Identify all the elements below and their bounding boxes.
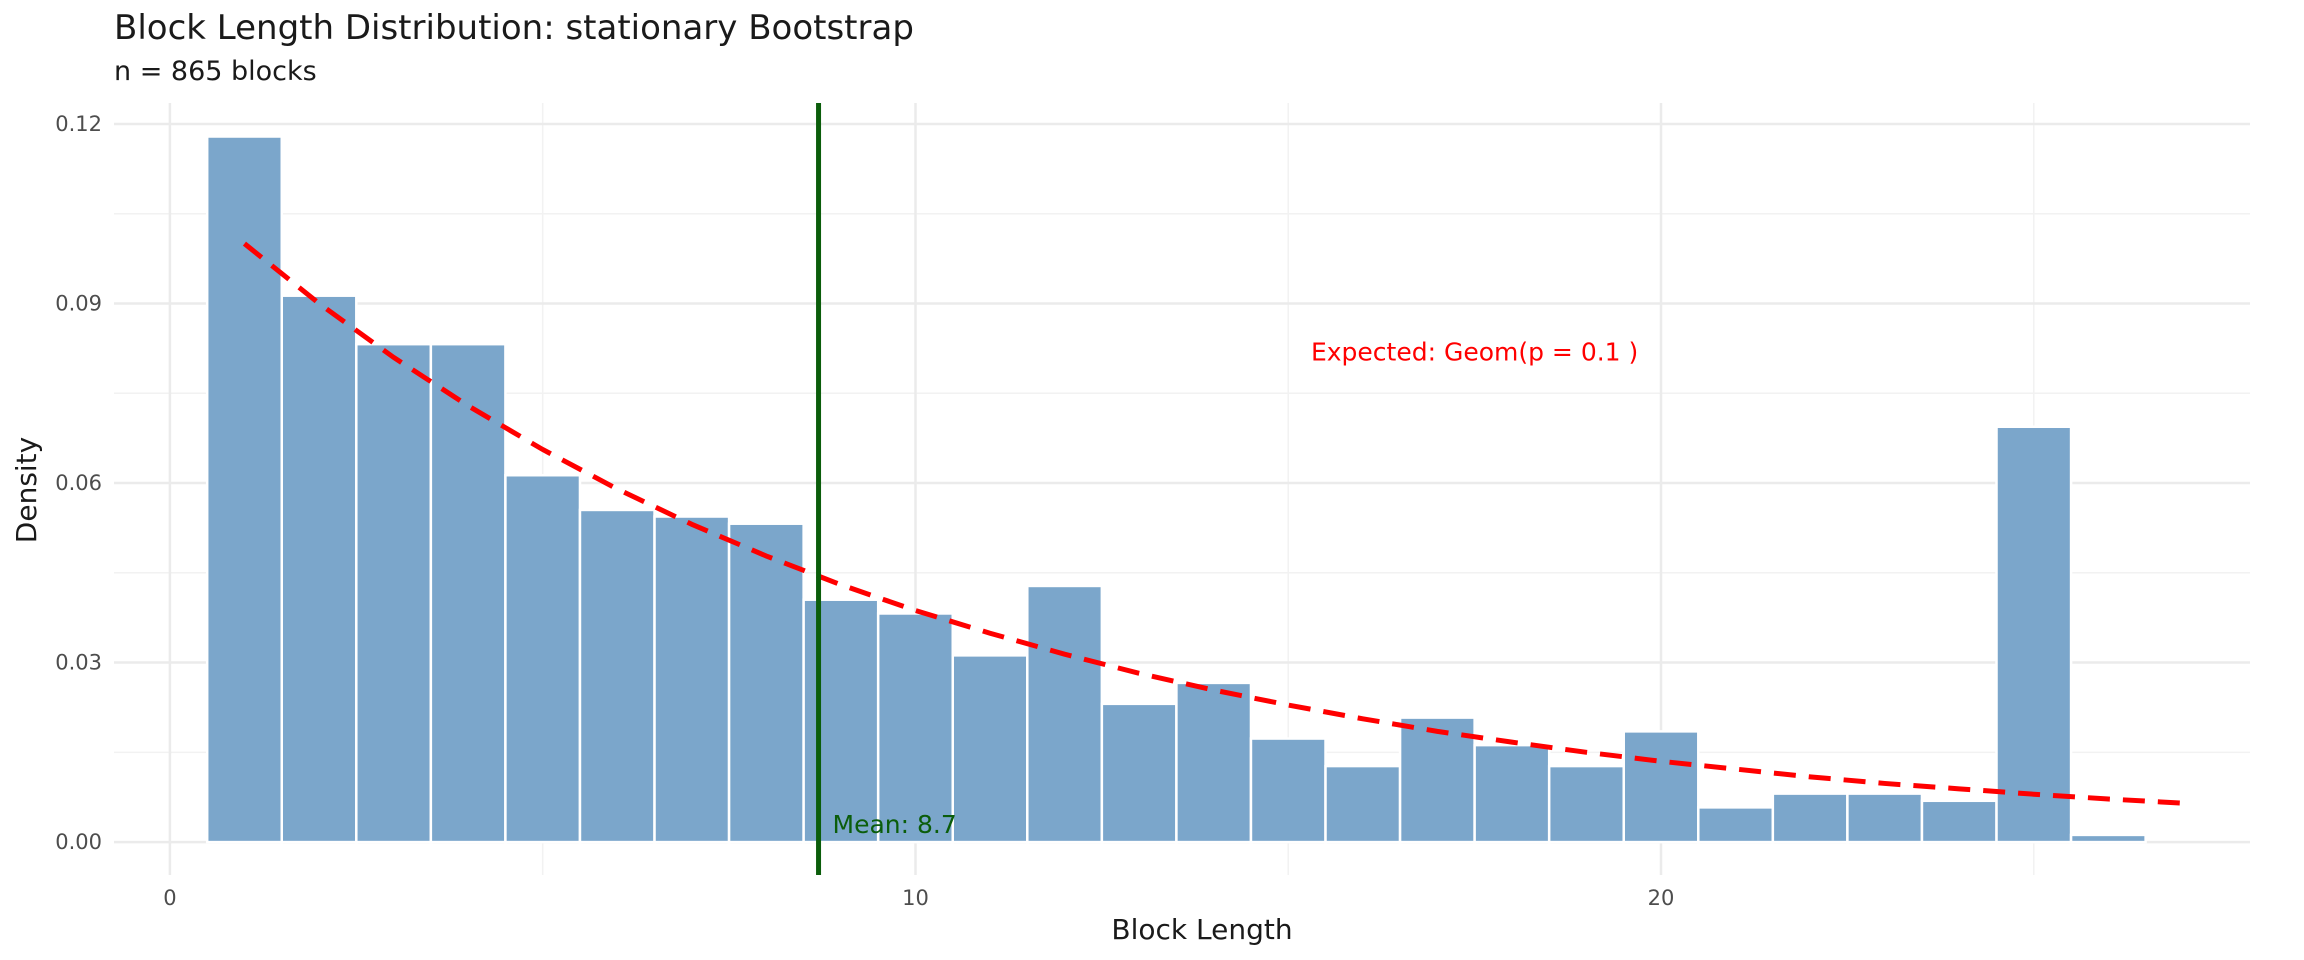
expected-curve-line [242,241,2184,806]
histogram-bar [578,508,656,844]
histogram-bar [355,342,433,844]
histogram-bar [951,654,1029,844]
mean-label: Mean: 8.7 [833,810,957,839]
histogram-bar [205,135,283,844]
histogram-bar [1920,799,1998,844]
histogram-bar [653,515,731,844]
x-axis-title: Block Length [1111,913,1292,946]
x-axis-ticks: 0 10 20 [163,886,1674,910]
histogram-bar [727,522,805,844]
histogram-bars [205,135,2147,844]
y-axis-title: Density [10,437,43,543]
histogram-bar [876,612,954,844]
histogram-bar [1697,806,1775,844]
expected-geometric-curve [242,241,2184,806]
y-tick-label: 0.03 [55,651,102,675]
histogram-bar [1846,792,1924,844]
chart-subtitle: n = 865 blocks [114,56,317,87]
histogram-bar [1547,764,1625,844]
histogram-bar [1473,743,1551,844]
histogram-bar [280,294,358,844]
histogram-bar [504,473,582,844]
histogram-bar [429,342,507,844]
expected-curve-label: Expected: Geom(p = 0.1 ) [1311,337,1638,366]
y-tick-label: 0.09 [55,291,102,315]
histogram-bar [1995,425,2073,844]
x-tick-label: 10 [902,886,929,910]
histogram-bar [1100,702,1178,844]
histogram-bar [1324,764,1402,844]
histogram-bar [2069,833,2147,844]
x-tick-label: 0 [163,886,176,910]
histogram-bar [1026,584,1104,844]
y-tick-label: 0.06 [55,471,102,495]
histogram-bar [1249,737,1327,844]
x-tick-label: 20 [1648,886,1675,910]
y-axis-ticks: 0.00 0.03 0.06 0.09 0.12 [55,112,102,854]
histogram-bar [1771,792,1849,844]
y-tick-label: 0.00 [55,830,102,854]
chart-title: Block Length Distribution: stationary Bo… [114,8,914,48]
histogram-bar [802,598,880,844]
histogram-bar [1622,730,1700,844]
y-tick-label: 0.12 [55,112,102,136]
histogram-bar [1175,681,1253,844]
